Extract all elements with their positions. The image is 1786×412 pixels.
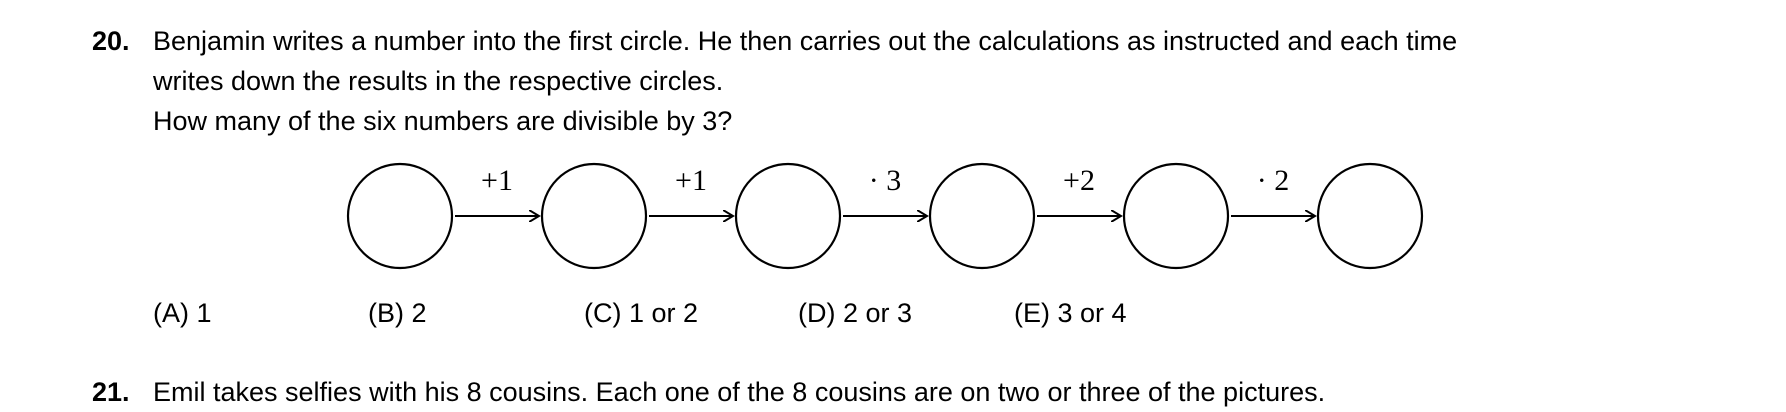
question-text-line-2: writes down the results in the respectiv… — [153, 66, 724, 96]
answer-letter: (A) — [153, 298, 189, 328]
answer-value: 3 or 4 — [1057, 298, 1127, 328]
number-circle — [540, 162, 648, 270]
answer-option-b: (B) 2 — [368, 295, 427, 331]
question-text-line-1: Benjamin writes a number into the first … — [153, 26, 1458, 56]
operation-label: +1 — [481, 164, 513, 197]
answer-value: 2 — [411, 298, 427, 328]
operation-label: · 2 — [1257, 164, 1290, 197]
number-circle — [734, 162, 842, 270]
answer-option-c: (C) 1 or 2 — [584, 295, 698, 331]
answer-letter: (B) — [368, 298, 404, 328]
number-circle — [1316, 162, 1424, 270]
question-number: 21. — [92, 377, 130, 407]
question-text-line-3: How many of the six numbers are divisibl… — [153, 106, 733, 136]
operation-label: +1 — [675, 164, 707, 197]
operation-label: · 3 — [869, 164, 902, 197]
answer-value: 1 or 2 — [629, 298, 699, 328]
answer-option-e: (E) 3 or 4 — [1014, 295, 1127, 331]
calculation-chain-diagram: +1 +1 · 3 +2 · 2 — [346, 162, 1424, 270]
number-circle — [1122, 162, 1230, 270]
answer-option-d: (D) 2 or 3 — [798, 295, 912, 331]
answer-letter: (D) — [798, 298, 836, 328]
answer-value: 1 — [196, 298, 212, 328]
answer-letter: (E) — [1014, 298, 1050, 328]
question-number: 20. — [92, 26, 130, 56]
question-text-line-1: Emil takes selfies with his 8 cousins. E… — [153, 377, 1326, 407]
answer-option-a: (A) 1 — [153, 295, 212, 331]
operation-label: +2 — [1063, 164, 1095, 197]
answer-letter: (C) — [584, 298, 622, 328]
number-circle — [928, 162, 1036, 270]
number-circle — [346, 162, 454, 270]
answer-value: 2 or 3 — [843, 298, 913, 328]
